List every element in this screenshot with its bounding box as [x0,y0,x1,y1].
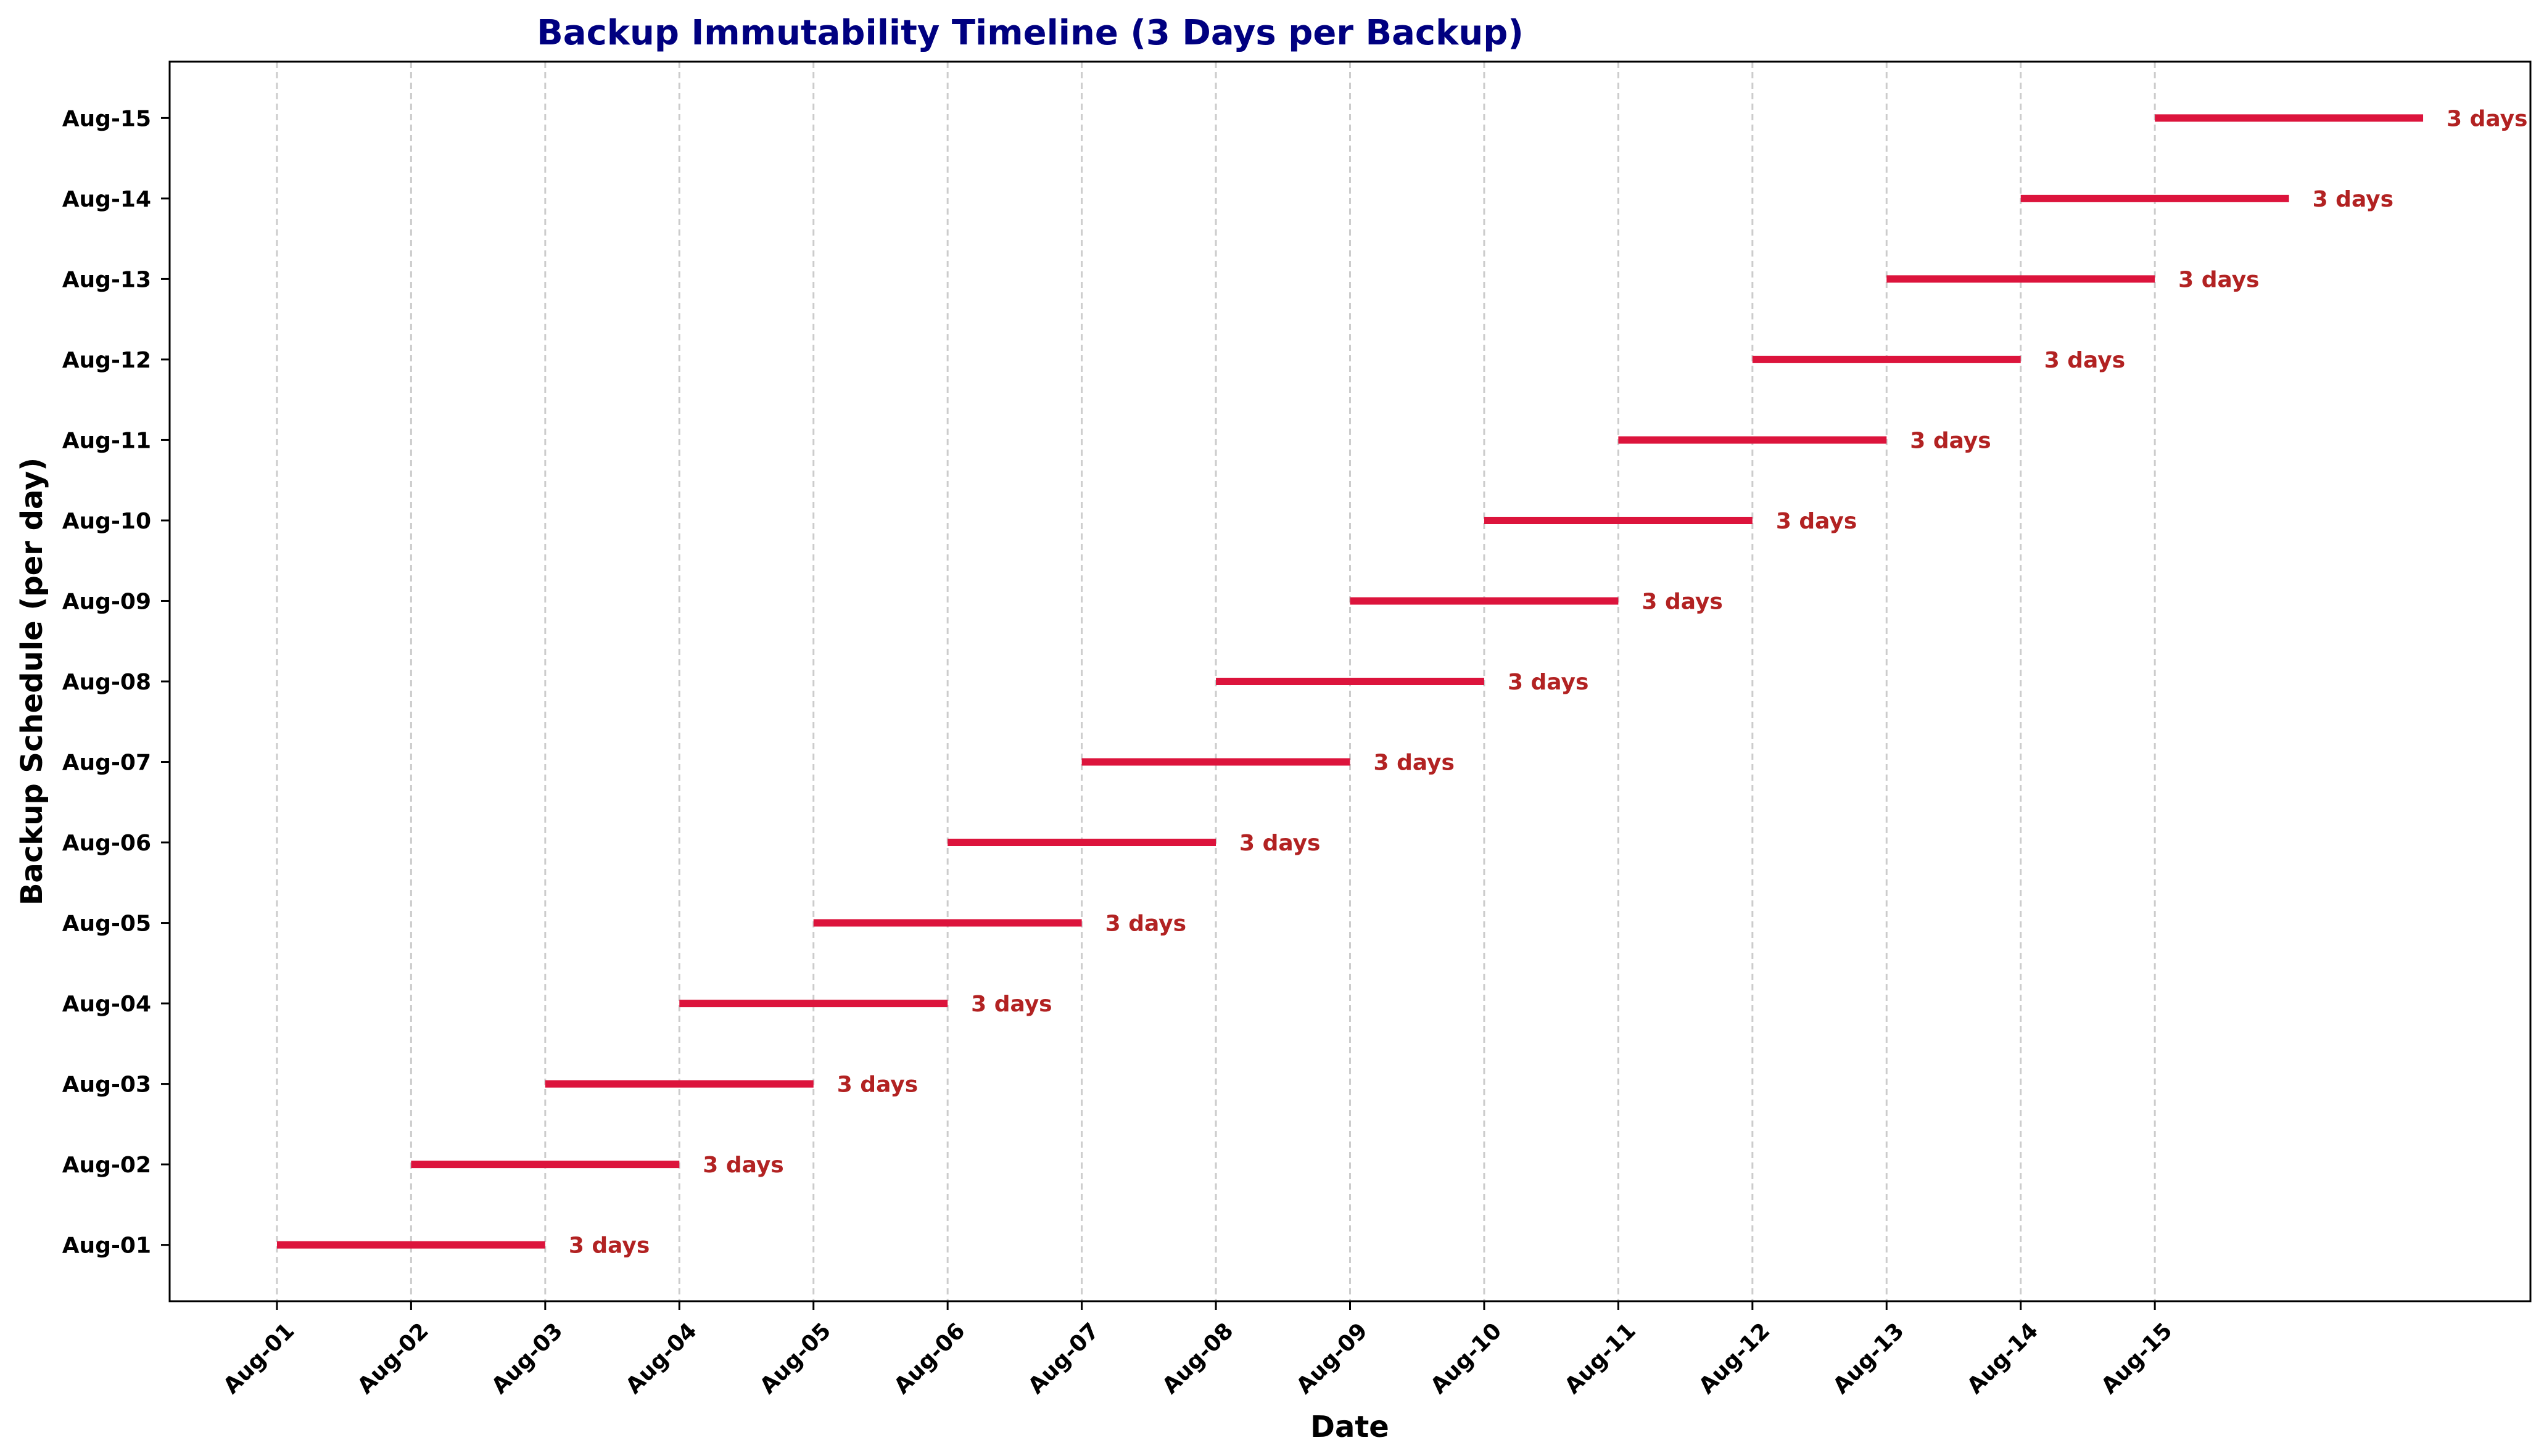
y-tick-label: Aug-07 [62,751,151,776]
y-tick-label: Aug-14 [62,187,151,212]
x-axis-ticks: Aug-01 Aug-02 Aug-03 Aug-04 Aug-05 Aug-06 Aug-… [218,1301,2178,1399]
x-tick-label: Aug-10 [1426,1318,1506,1399]
duration-label: 3 days [1776,509,1857,534]
duration-label: 3 days [1910,428,1991,453]
y-tick-label: Aug-15 [62,106,151,131]
duration-label: 3 days [1642,589,1722,614]
x-tick-label: Aug-02 [353,1318,434,1399]
y-tick-label: Aug-11 [62,428,151,453]
y-tick-label: Aug-13 [62,267,151,292]
duration-label: 3 days [1105,911,1186,937]
bars [276,114,2424,1249]
x-tick-label: Aug-09 [1292,1318,1373,1399]
x-tick-label: Aug-04 [621,1318,702,1399]
duration-labels: 3 days 3 days 3 days 3 days 3 days 3 days 3 da… [569,106,2528,1258]
x-tick-label: Aug-06 [890,1318,970,1399]
y-tick-label: Aug-03 [62,1072,151,1098]
y-axis-label: Backup Schedule (per day) [15,458,49,905]
x-tick-label: Aug-08 [1157,1318,1238,1399]
x-tick-label: Aug-05 [755,1318,836,1399]
x-tick-label: Aug-15 [2097,1318,2178,1399]
x-tick-label: Aug-14 [1962,1318,2043,1399]
y-tick-label: Aug-08 [62,670,151,695]
duration-label: 3 days [1239,831,1320,856]
y-tick-label: Aug-04 [62,992,151,1017]
y-tick-label: Aug-10 [62,509,151,534]
y-tick-label: Aug-01 [62,1233,151,1259]
x-tick-label: Aug-12 [1694,1318,1775,1399]
duration-label: 3 days [1508,670,1588,695]
y-tick-label: Aug-12 [62,348,151,373]
duration-label: 3 days [703,1153,783,1178]
duration-label: 3 days [2178,267,2259,292]
y-tick-label: Aug-05 [62,911,151,937]
x-tick-label: Aug-03 [487,1318,568,1399]
duration-label: 3 days [837,1072,918,1098]
x-tick-label: Aug-07 [1023,1318,1104,1399]
y-tick-label: Aug-02 [62,1153,151,1178]
chart-title: Backup Immutability Timeline (3 Days per… [537,13,1524,53]
y-axis-ticks: Aug-01 Aug-02 Aug-03 Aug-04 Aug-05 Aug-06 Aug-… [62,106,170,1259]
duration-label: 3 days [569,1233,650,1259]
x-axis-label: Date [1310,1410,1389,1444]
y-tick-label: Aug-09 [62,589,151,614]
x-tick-label: Aug-13 [1828,1318,1909,1399]
y-tick-label: Aug-06 [62,831,151,856]
x-tick-label: Aug-11 [1560,1318,1641,1399]
duration-label: 3 days [2313,187,2393,212]
duration-label: 3 days [2447,106,2527,131]
duration-label: 3 days [1374,751,1455,776]
x-tick-label: Aug-01 [218,1318,299,1399]
duration-label: 3 days [2044,348,2125,373]
duration-label: 3 days [971,992,1052,1017]
